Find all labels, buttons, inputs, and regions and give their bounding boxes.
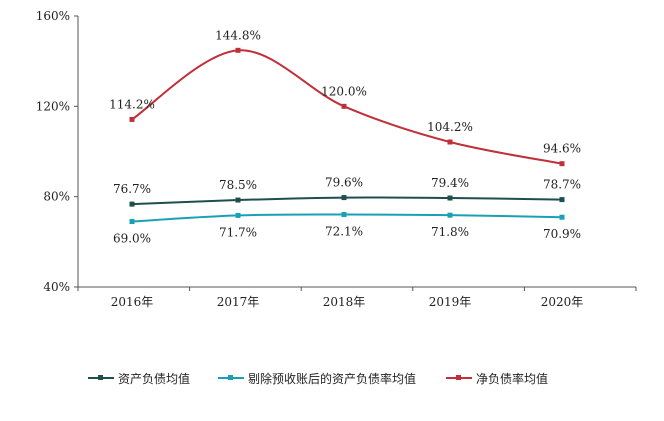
data-label: 120.0% [321,84,367,98]
x-tick-label: 2017年 [217,295,260,309]
legend-label: 净负债率均值 [476,371,549,386]
data-label: 72.1% [325,225,363,239]
data-point [559,197,565,203]
series-line-2 [131,49,563,165]
y-tick-label: 80% [43,190,70,204]
data-label: 78.7% [543,178,581,192]
data-point [341,103,347,109]
data-label: 70.9% [543,227,581,241]
data-point [341,212,347,218]
legend-item: 净负债率均值 [446,368,548,388]
data-label: 104.2% [427,120,473,134]
chart-lines [131,49,563,223]
data-point [447,195,453,201]
data-label: 71.7% [219,225,257,239]
data-label: 76.7% [113,182,151,196]
series-line-0 [131,196,563,206]
y-tick-label: 160% [36,9,70,23]
y-tick-label: 40% [43,280,70,294]
data-point [447,139,453,145]
data-label: 94.6% [543,142,581,156]
data-point [235,47,241,53]
data-point [129,219,135,225]
data-point [447,212,453,218]
data-label: 69.0% [113,232,151,246]
data-label: 144.8% [215,28,261,42]
chart-axes: 40% 80% 120% 160% 2016年 2017年 2018年 2019年 2020年 [36,9,637,309]
legend-swatch [88,375,114,380]
legend-swatch [218,375,244,380]
x-tick-label: 2020年 [541,295,584,309]
legend-label: 资产负债均值 [118,371,191,386]
x-tick-label: 2018年 [323,295,366,309]
legend-swatch [446,375,472,380]
x-tick-label: 2019年 [429,295,472,309]
data-point [235,212,241,218]
data-point [559,161,565,167]
data-label: 71.8% [431,225,469,239]
data-point [235,197,241,203]
legend-item: 资产负债均值 [88,368,190,388]
x-tick-label: 2016年 [111,295,154,309]
data-label: 79.4% [431,176,469,190]
data-label: 114.2% [109,97,155,111]
data-point [129,201,135,207]
legend-item: 剔除预收账后的资产负债率均值 [218,368,416,388]
data-point [129,116,135,122]
chart-data-labels: 76.7% 78.5% 79.6% 79.4% 78.7% 69.0% 71.7% 72.1%… [109,28,581,245]
data-label: 79.6% [325,176,363,190]
data-point [559,214,565,220]
data-point [341,195,347,201]
chart-markers [129,47,565,225]
series-line-1 [131,213,563,223]
y-tick-label: 120% [36,99,70,113]
legend-label: 剔除预收账后的资产负债率均值 [248,371,417,386]
chart-legend: 资产负债均值 剔除预收账后的资产负债率均值 净负债率均值 [0,368,664,388]
data-label: 78.5% [219,178,257,192]
